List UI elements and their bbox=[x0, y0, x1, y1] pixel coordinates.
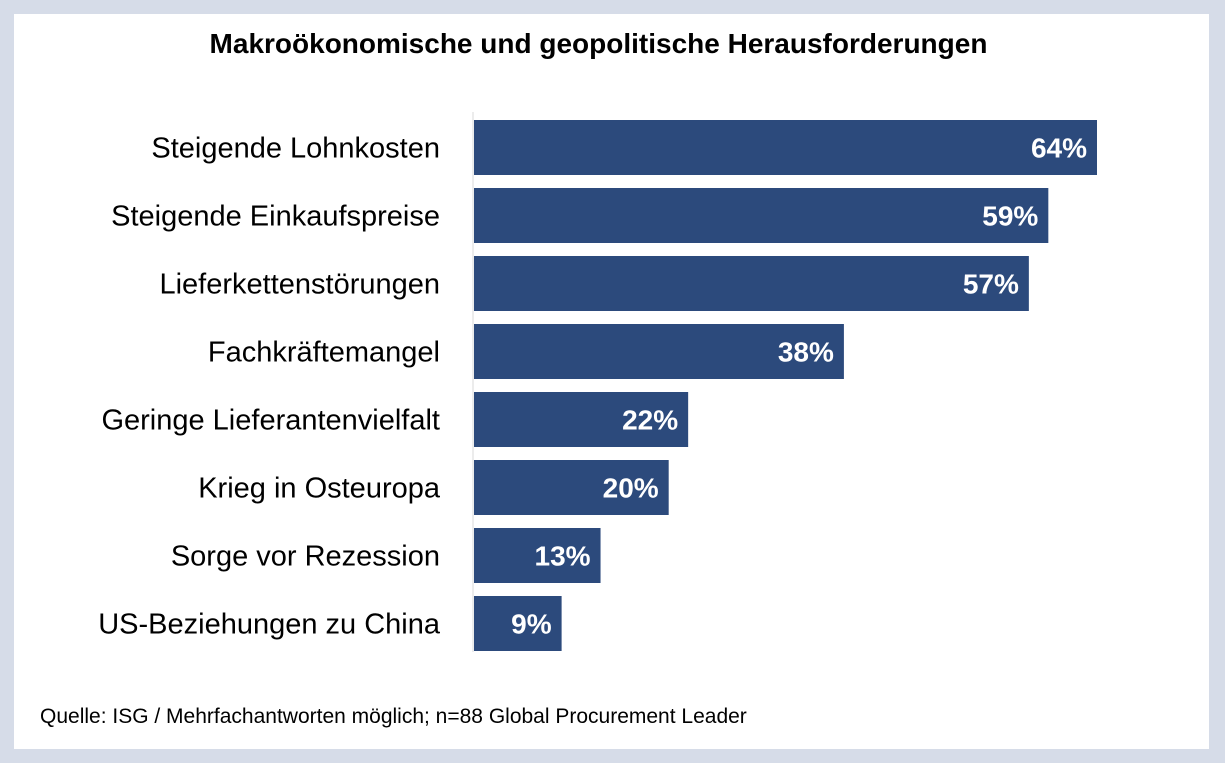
value-label: 22% bbox=[622, 405, 678, 436]
value-label: 20% bbox=[603, 473, 659, 504]
value-label: 38% bbox=[778, 337, 834, 368]
chart-title: Makroökonomische und geopolitische Herau… bbox=[209, 28, 988, 59]
value-label: 9% bbox=[511, 609, 552, 640]
category-label: Steigende Einkaufspreise bbox=[111, 201, 440, 233]
category-label: Steigende Lohnkosten bbox=[151, 133, 440, 165]
category-label: Lieferkettenstörungen bbox=[159, 269, 440, 301]
bar bbox=[474, 392, 689, 447]
bar bbox=[474, 528, 601, 583]
category-label: Krieg in Osteuropa bbox=[198, 473, 441, 505]
value-label: 13% bbox=[535, 541, 591, 572]
bar bbox=[474, 120, 1097, 175]
category-label: Geringe Lieferantenvielfalt bbox=[101, 405, 440, 437]
source-note: Quelle: ISG / Mehrfachantworten möglich;… bbox=[40, 705, 747, 728]
value-label: 57% bbox=[963, 269, 1019, 300]
bar bbox=[474, 256, 1029, 311]
value-label: 64% bbox=[1031, 133, 1087, 164]
bar bbox=[474, 596, 562, 651]
bar bbox=[474, 188, 1049, 243]
category-label: Fachkräftemangel bbox=[208, 337, 440, 369]
category-label: US-Beziehungen zu China bbox=[98, 609, 441, 641]
value-label: 59% bbox=[982, 201, 1038, 232]
category-label: Sorge vor Rezession bbox=[171, 541, 440, 573]
bar bbox=[474, 460, 669, 515]
bar bbox=[474, 324, 844, 379]
